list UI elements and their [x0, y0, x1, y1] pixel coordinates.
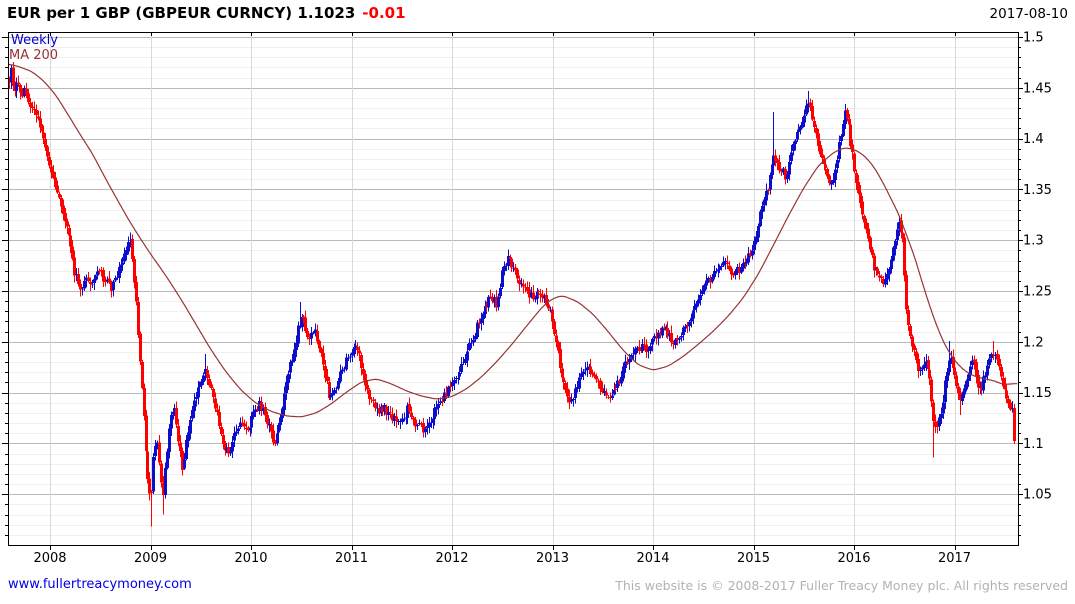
svg-text:2008: 2008	[33, 551, 66, 566]
instrument-title: EUR per 1 GBP (GBPEUR CURNCY) 1.1023	[7, 4, 356, 22]
chart-date: 2017-08-10	[989, 6, 1068, 22]
svg-text:1.05: 1.05	[1023, 488, 1052, 503]
svg-text:1.25: 1.25	[1023, 285, 1052, 300]
svg-text:1.2: 1.2	[1023, 335, 1044, 350]
plot-frame	[2, 32, 1023, 550]
svg-text:2015: 2015	[737, 551, 770, 566]
svg-text:2017: 2017	[938, 551, 971, 566]
svg-text:2013: 2013	[536, 551, 569, 566]
y-axis-labels: 1.05 1.1 1.15 1.2 1.25 1.3 1.35 1.4 1.45 1.5	[1023, 31, 1052, 503]
svg-text:2009: 2009	[134, 551, 167, 566]
svg-text:2016: 2016	[837, 551, 870, 566]
svg-text:1.5: 1.5	[1023, 31, 1044, 46]
ma-line	[8, 63, 1018, 418]
price-change: -0.01	[362, 4, 406, 22]
svg-text:1.4: 1.4	[1023, 132, 1044, 147]
legend-ma-label: MA 200	[9, 48, 59, 63]
svg-text:2012: 2012	[435, 551, 468, 566]
svg-text:1.15: 1.15	[1023, 386, 1052, 401]
x-axis-labels: 2008 2009 2010 2011 2012 2013 2014 2015 2016 2017	[33, 551, 971, 566]
svg-text:1.35: 1.35	[1023, 183, 1052, 198]
page-title: EUR per 1 GBP (GBPEUR CURNCY) 1.1023 -0.0…	[7, 4, 406, 22]
svg-text:2010: 2010	[234, 551, 267, 566]
svg-text:1.3: 1.3	[1023, 234, 1044, 249]
candles	[7, 61, 1017, 527]
svg-text:2014: 2014	[636, 551, 669, 566]
legend-timeframe-label: Weekly	[11, 33, 58, 48]
svg-text:1.45: 1.45	[1023, 81, 1052, 96]
website-link[interactable]: www.fullertreacymoney.com	[8, 577, 192, 592]
svg-text:1.1: 1.1	[1023, 437, 1044, 452]
svg-text:2011: 2011	[335, 551, 368, 566]
gridlines	[8, 32, 1018, 545]
copyright-text: This website is © 2008-2017 Fuller Treac…	[615, 578, 1068, 593]
